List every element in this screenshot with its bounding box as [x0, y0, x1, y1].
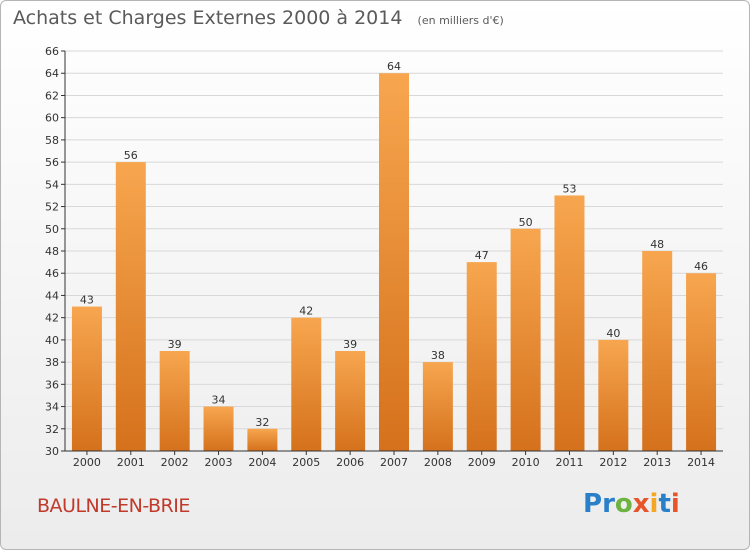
y-tick-label: 42 [45, 312, 59, 325]
bar-value-label: 32 [255, 416, 269, 429]
x-tick-label: 2004 [248, 456, 276, 469]
x-tick-label: 2006 [336, 456, 364, 469]
logo-letter: o [614, 489, 633, 519]
y-tick-label: 56 [45, 156, 59, 169]
bar-value-label: 53 [562, 182, 576, 195]
x-tick-label: 2008 [424, 456, 452, 469]
x-tick-label: 2003 [205, 456, 233, 469]
bar-value-label: 56 [124, 149, 138, 162]
bar [510, 228, 541, 451]
y-tick-label: 36 [45, 378, 59, 391]
x-tick-label: 2010 [512, 456, 540, 469]
x-tick-label: 2011 [555, 456, 583, 469]
y-tick-label: 34 [45, 401, 59, 414]
bar-value-label: 43 [80, 294, 94, 307]
bar [291, 317, 322, 451]
bar [247, 428, 278, 451]
y-tick-label: 58 [45, 134, 59, 147]
bar [203, 406, 234, 451]
bar [598, 339, 629, 451]
chart-unit-note: (en milliers d'€) [417, 14, 504, 27]
x-tick-label: 2014 [687, 456, 715, 469]
x-tick-label: 2012 [599, 456, 627, 469]
chart-title: Achats et Charges Externes 2000 à 2014 [13, 7, 403, 29]
y-tick-label: 32 [45, 423, 59, 436]
x-tick-label: 2001 [117, 456, 145, 469]
y-tick-label: 38 [45, 356, 59, 369]
y-tick-label: 64 [45, 67, 59, 80]
y-tick-label: 66 [45, 45, 59, 58]
y-tick-label: 40 [45, 334, 59, 347]
bar-value-label: 42 [299, 305, 313, 318]
x-tick-label: 2009 [468, 456, 496, 469]
x-tick-label: 2007 [380, 456, 408, 469]
x-tick-label: 2000 [73, 456, 101, 469]
chart-title-block: Achats et Charges Externes 2000 à 2014 (… [13, 7, 504, 29]
y-tick-label: 30 [45, 445, 59, 458]
bar [686, 273, 717, 451]
logo-letter: P [583, 489, 603, 519]
x-tick-label: 2013 [643, 456, 671, 469]
proxiti-logo: Proxiti [583, 489, 680, 519]
bar-value-label: 64 [387, 60, 401, 73]
bar [71, 306, 102, 451]
bar [422, 362, 453, 451]
y-tick-label: 50 [45, 223, 59, 236]
bar [159, 351, 190, 451]
commune-name: BAULNE-EN-BRIE [37, 495, 190, 517]
y-tick-label: 60 [45, 112, 59, 125]
x-tick-label: 2002 [161, 456, 189, 469]
y-tick-label: 52 [45, 201, 59, 214]
bar [466, 262, 497, 451]
bar-value-label: 48 [650, 238, 664, 251]
bar-value-label: 39 [343, 338, 357, 351]
logo-letter: i [649, 489, 659, 519]
bar-value-label: 39 [168, 338, 182, 351]
y-tick-label: 48 [45, 245, 59, 258]
logo-letter: t [658, 489, 671, 519]
y-tick-label: 46 [45, 267, 59, 280]
logo-letter: i [670, 489, 680, 519]
bar-value-label: 50 [519, 216, 533, 229]
y-tick-label: 54 [45, 178, 59, 191]
bar-value-label: 38 [431, 349, 445, 362]
bar [335, 351, 366, 451]
logo-letter: x [632, 489, 650, 519]
bar [554, 195, 585, 451]
bar-value-label: 40 [606, 327, 620, 340]
bar-value-label: 34 [212, 394, 226, 407]
y-tick-label: 62 [45, 89, 59, 102]
bar [379, 73, 409, 451]
bar-value-label: 46 [694, 260, 708, 273]
logo-letter: r [602, 489, 615, 519]
bar-value-label: 47 [475, 249, 489, 262]
y-tick-label: 44 [45, 289, 59, 302]
bar [115, 162, 146, 451]
bar [642, 251, 673, 451]
x-tick-label: 2005 [292, 456, 320, 469]
